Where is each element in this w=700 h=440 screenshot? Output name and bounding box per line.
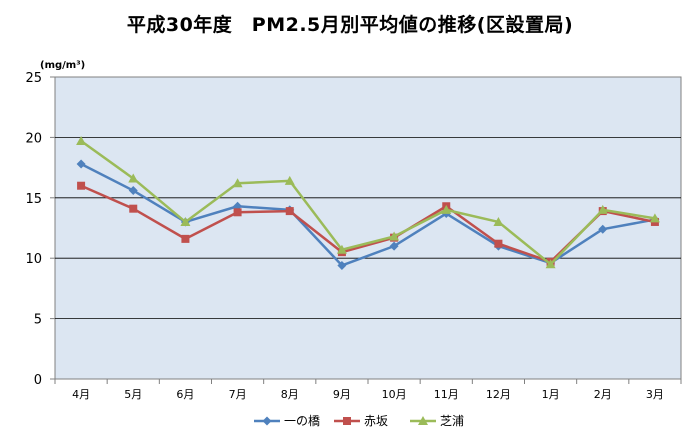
y-tick-label: 0 (34, 373, 42, 388)
y-tick-label: 25 (25, 71, 42, 86)
legend-marker-2 (418, 416, 428, 425)
data-point-series-2 (284, 175, 295, 185)
data-point-series-2 (441, 204, 452, 214)
data-point-series-0 (598, 224, 608, 234)
data-point-series-2 (597, 204, 608, 214)
data-point-series-0 (76, 159, 86, 169)
y-axis-unit-label: (mg/m³) (40, 60, 85, 71)
data-point-series-1 (181, 234, 190, 243)
x-tick-label: 7月 (229, 388, 247, 401)
chart-title: 平成30年度 PM2.5月別平均値の推移(区設置局) (126, 14, 574, 36)
data-point-series-2 (336, 244, 347, 254)
x-tick-label: 8月 (281, 388, 299, 401)
legend-marker-0 (262, 416, 272, 426)
data-point-series-2 (232, 178, 243, 188)
x-tick-label: 9月 (333, 388, 351, 401)
data-point-series-1 (233, 208, 242, 217)
x-tick-label: 4月 (72, 388, 90, 401)
data-point-series-1 (285, 207, 294, 216)
data-point-series-2 (649, 213, 660, 223)
y-tick-label: 20 (25, 131, 42, 146)
legend-label-0: 一の橋 (284, 414, 320, 428)
y-tick-label: 15 (25, 192, 42, 207)
data-point-series-2 (128, 173, 139, 183)
data-point-series-2 (493, 216, 504, 226)
data-point-series-0 (128, 186, 138, 196)
y-tick-label: 5 (34, 313, 42, 328)
series-line-1 (80, 184, 656, 264)
series-line-2 (80, 140, 656, 266)
legend-label-2: 芝浦 (440, 413, 464, 428)
data-point-series-1 (494, 239, 503, 248)
series-line-0 (80, 162, 656, 267)
x-tick-label: 6月 (176, 388, 194, 401)
data-point-series-2 (545, 259, 556, 269)
legend-label-1: 赤坂 (364, 414, 388, 428)
x-tick-label: 2月 (594, 388, 612, 401)
x-tick-label: 5月 (124, 388, 142, 401)
data-point-series-2 (180, 216, 191, 226)
data-point-series-0 (389, 241, 399, 251)
x-tick-label: 12月 (486, 388, 511, 401)
data-point-series-1 (129, 204, 138, 213)
legend-marker-1 (343, 417, 351, 425)
data-point-series-0 (337, 260, 347, 270)
x-tick-label: 10月 (382, 388, 407, 401)
x-tick-label: 1月 (542, 388, 560, 401)
plot-area (54, 76, 682, 380)
y-tick-label: 10 (25, 252, 42, 267)
data-point-series-2 (389, 231, 400, 241)
x-tick-label: 3月 (646, 388, 664, 401)
data-point-series-2 (76, 136, 87, 146)
data-point-series-1 (77, 181, 86, 190)
x-tick-label: 11月 (434, 388, 459, 401)
